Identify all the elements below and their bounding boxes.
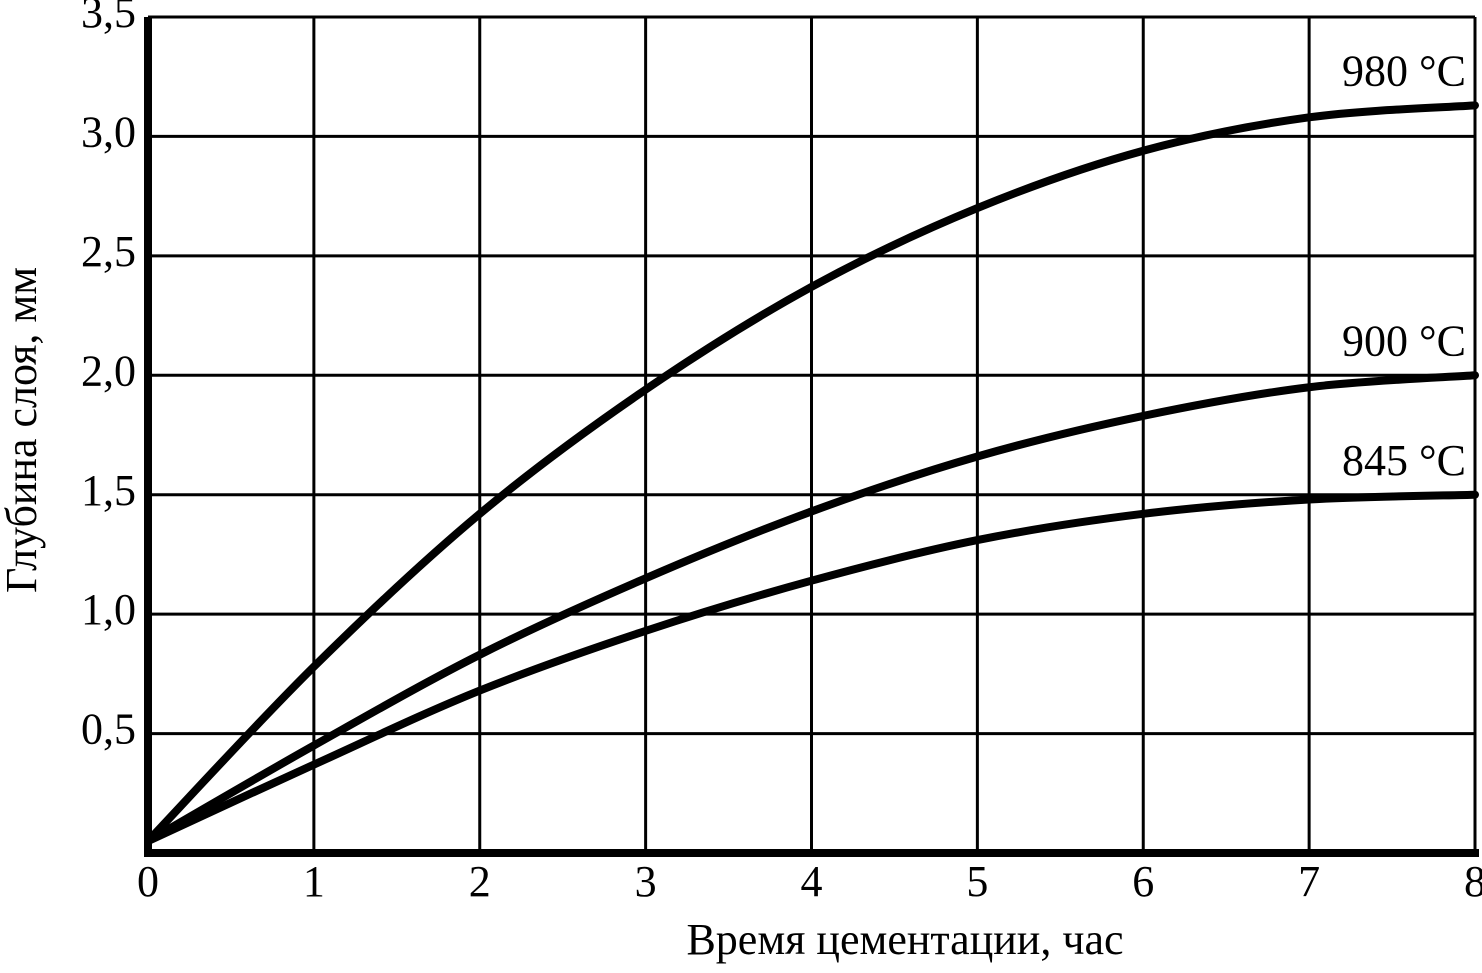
x-tick-label: 6 xyxy=(1132,857,1154,906)
y-tick-label: 2,5 xyxy=(81,227,136,276)
x-tick-label: 0 xyxy=(137,857,159,906)
y-tick-label: 3,5 xyxy=(81,0,136,37)
x-tick-label: 1 xyxy=(303,857,325,906)
x-axis-label: Время цементации, час xyxy=(686,915,1123,964)
x-tick-label: 7 xyxy=(1298,857,1320,906)
series-label: 980 °C xyxy=(1342,46,1466,95)
y-tick-label: 2,0 xyxy=(81,346,136,395)
series-label: 845 °C xyxy=(1342,436,1466,485)
x-tick-label: 4 xyxy=(801,857,823,906)
y-tick-label: 1,0 xyxy=(81,585,136,634)
line xyxy=(144,490,1479,846)
y-tick-label: 1,5 xyxy=(81,466,136,515)
y-tick-label: 3,0 xyxy=(81,108,136,157)
series-label: 900 °C xyxy=(1342,316,1466,365)
x-tick-label: 2 xyxy=(469,857,491,906)
x-tick-label: 5 xyxy=(966,857,988,906)
x-tick-label: 8 xyxy=(1464,857,1482,906)
line xyxy=(144,101,1479,846)
line xyxy=(144,371,1479,846)
y-tick-label: 0,5 xyxy=(81,705,136,754)
y-axis-label: Глубина слоя, мм xyxy=(0,267,46,593)
x-tick-label: 3 xyxy=(635,857,657,906)
